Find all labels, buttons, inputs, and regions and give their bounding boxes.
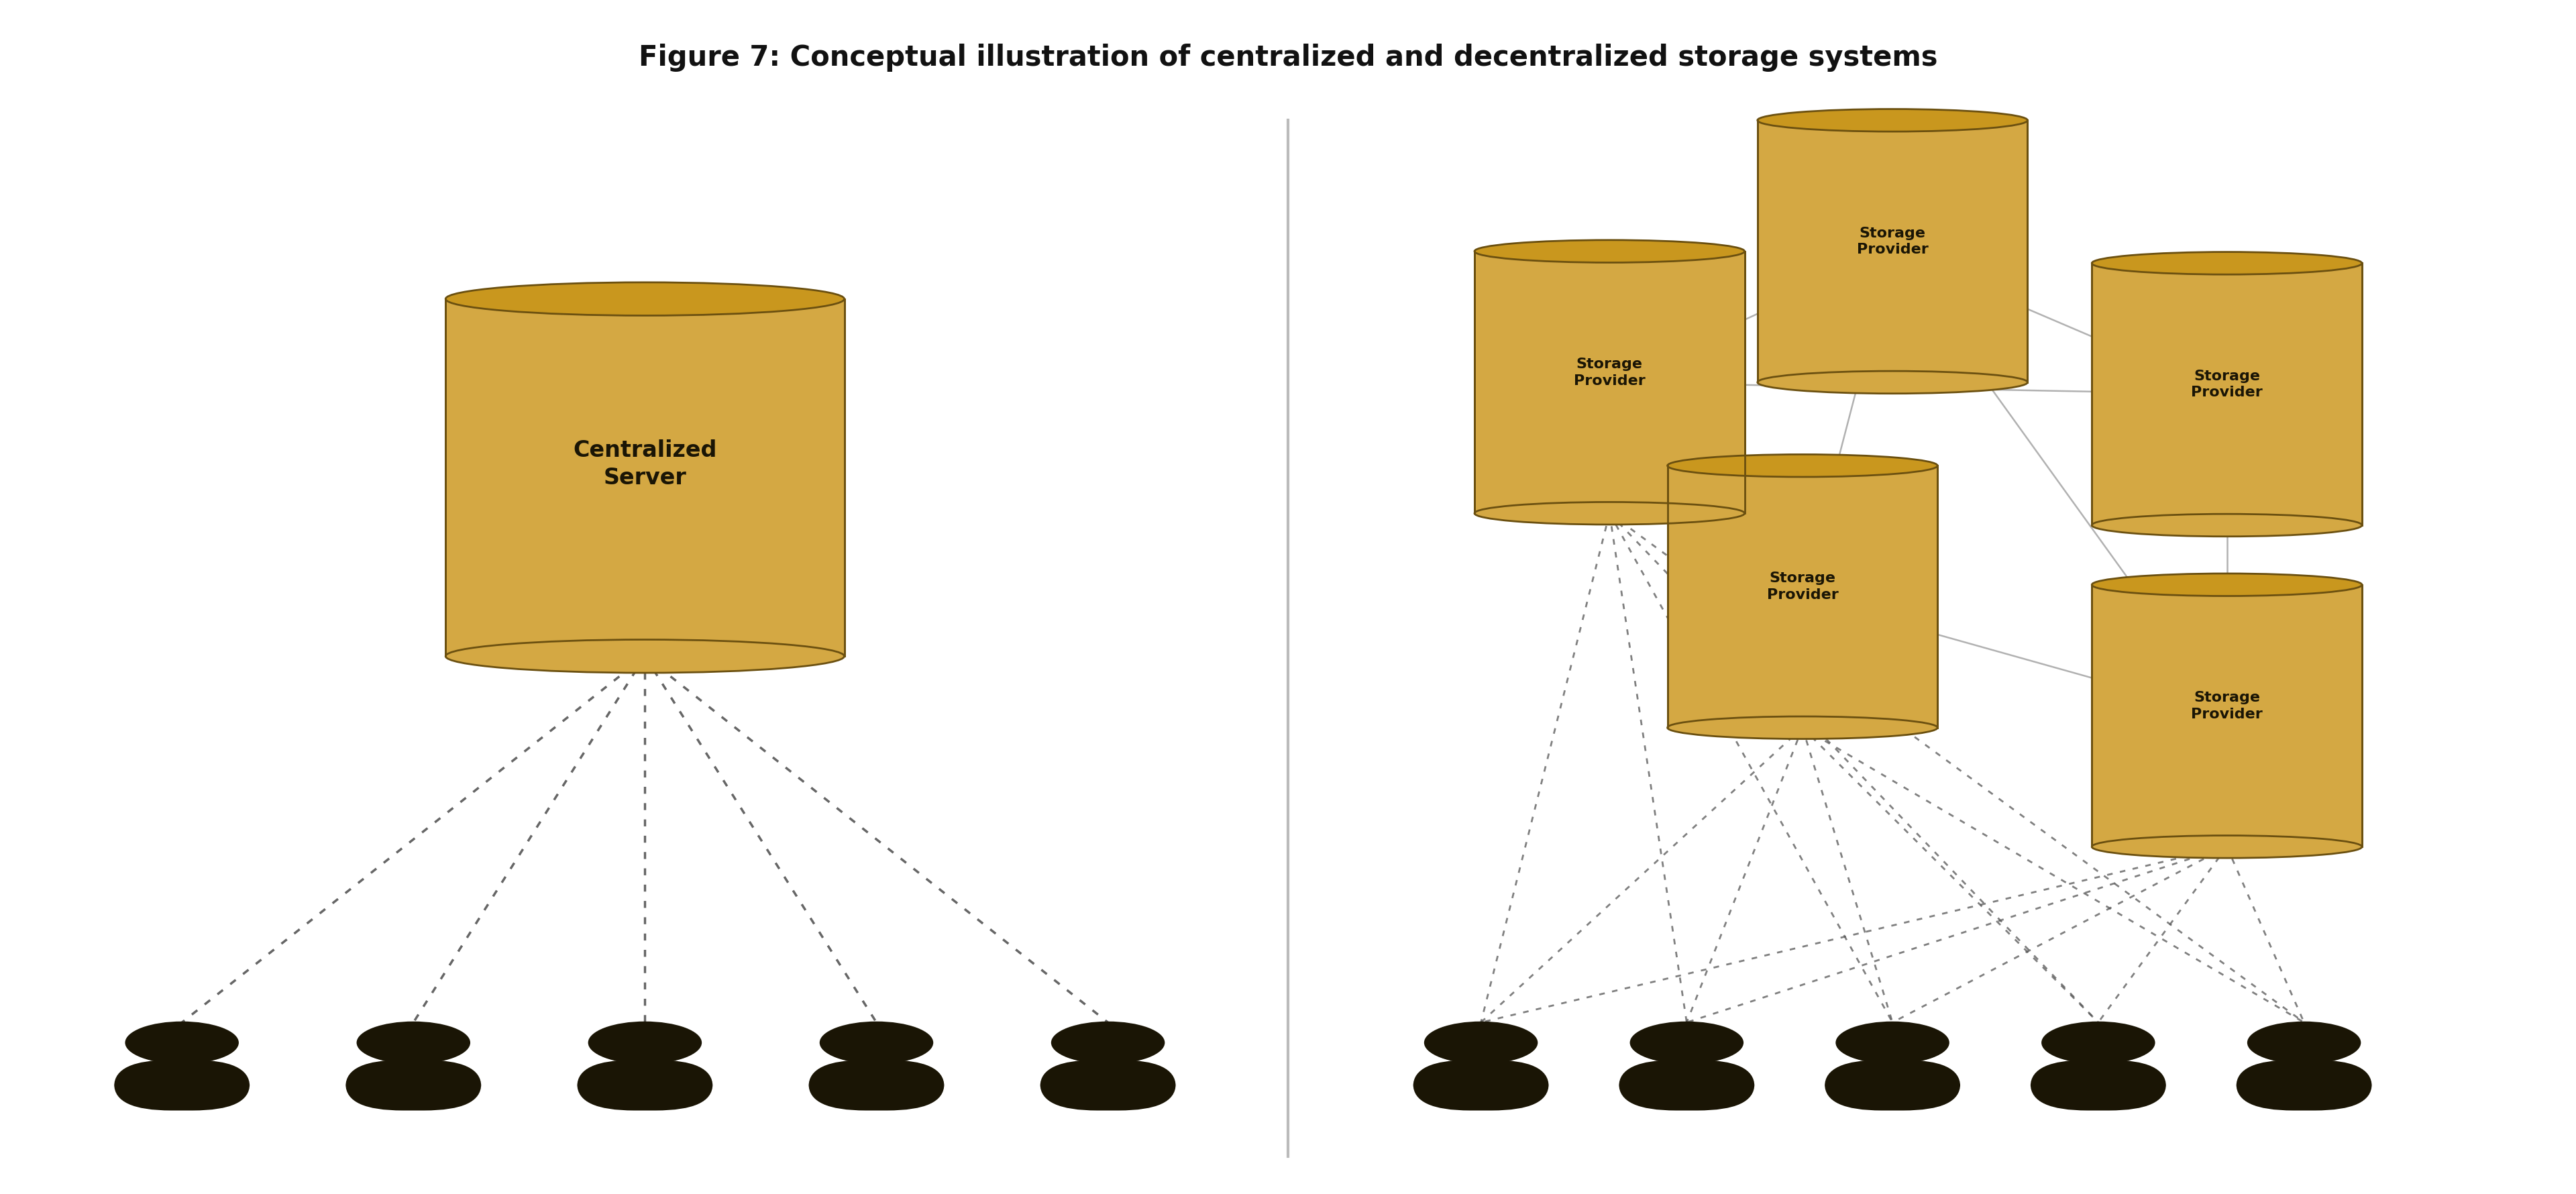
Ellipse shape bbox=[2040, 1022, 2156, 1064]
Ellipse shape bbox=[1473, 503, 1744, 525]
Ellipse shape bbox=[446, 283, 845, 316]
Ellipse shape bbox=[587, 1022, 701, 1064]
FancyBboxPatch shape bbox=[1824, 1060, 1960, 1110]
FancyBboxPatch shape bbox=[113, 1060, 250, 1110]
Ellipse shape bbox=[126, 1022, 240, 1064]
Bar bbox=[1667, 466, 1937, 728]
Text: Storage
Provider: Storage Provider bbox=[2192, 369, 2262, 399]
Bar bbox=[2092, 585, 2362, 847]
Ellipse shape bbox=[1051, 1022, 1164, 1064]
Ellipse shape bbox=[1757, 110, 2027, 133]
Ellipse shape bbox=[2092, 515, 2362, 537]
Bar bbox=[446, 300, 845, 657]
FancyBboxPatch shape bbox=[345, 1060, 482, 1110]
Ellipse shape bbox=[2092, 574, 2362, 596]
FancyBboxPatch shape bbox=[1041, 1060, 1175, 1110]
Text: Storage
Provider: Storage Provider bbox=[1767, 572, 1839, 602]
Ellipse shape bbox=[355, 1022, 471, 1064]
Ellipse shape bbox=[1425, 1022, 1538, 1064]
FancyBboxPatch shape bbox=[809, 1060, 945, 1110]
Ellipse shape bbox=[1757, 371, 2027, 394]
Bar bbox=[1473, 252, 1744, 513]
FancyBboxPatch shape bbox=[2030, 1060, 2166, 1110]
Ellipse shape bbox=[1473, 240, 1744, 263]
FancyBboxPatch shape bbox=[577, 1060, 714, 1110]
Ellipse shape bbox=[2092, 836, 2362, 858]
Ellipse shape bbox=[1667, 716, 1937, 739]
Ellipse shape bbox=[446, 640, 845, 673]
Bar bbox=[2092, 264, 2362, 525]
FancyBboxPatch shape bbox=[2236, 1060, 2372, 1110]
Ellipse shape bbox=[2092, 252, 2362, 275]
Text: Storage
Provider: Storage Provider bbox=[1574, 357, 1646, 387]
Text: Centralized
Server: Centralized Server bbox=[572, 439, 716, 488]
Ellipse shape bbox=[1631, 1022, 1744, 1064]
Ellipse shape bbox=[819, 1022, 933, 1064]
FancyBboxPatch shape bbox=[1618, 1060, 1754, 1110]
Text: Storage
Provider: Storage Provider bbox=[1857, 227, 1929, 257]
Ellipse shape bbox=[1837, 1022, 1950, 1064]
Bar bbox=[1757, 121, 2027, 383]
Text: Storage
Provider: Storage Provider bbox=[2192, 690, 2262, 720]
Ellipse shape bbox=[2246, 1022, 2360, 1064]
Ellipse shape bbox=[1667, 455, 1937, 478]
FancyBboxPatch shape bbox=[1414, 1060, 1548, 1110]
Text: Figure 7: Conceptual illustration of centralized and decentralized storage syste: Figure 7: Conceptual illustration of cen… bbox=[639, 43, 1937, 72]
